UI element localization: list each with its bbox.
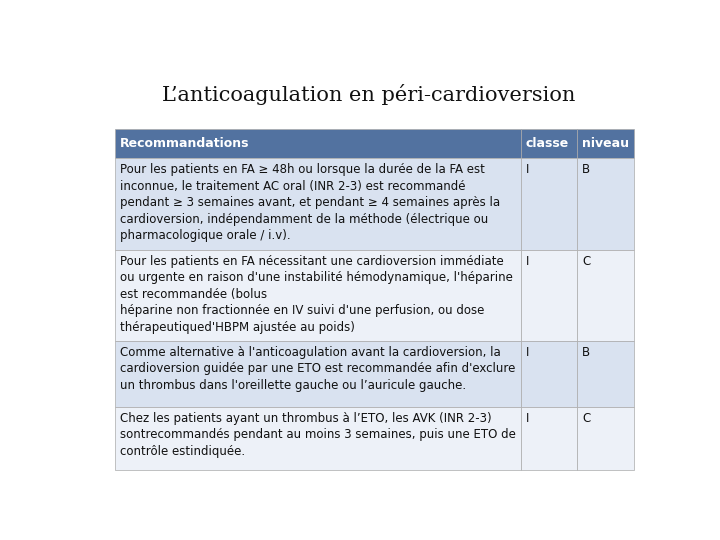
Bar <box>577 249 634 341</box>
Text: B: B <box>582 164 590 177</box>
Bar <box>115 341 521 407</box>
Bar <box>115 407 521 470</box>
Bar <box>115 158 521 249</box>
Text: Recommandations: Recommandations <box>120 137 249 150</box>
Text: I: I <box>526 164 528 177</box>
Bar <box>577 341 634 407</box>
Bar <box>577 407 634 470</box>
Bar <box>115 249 521 341</box>
Text: niveau: niveau <box>582 137 629 150</box>
Text: classe: classe <box>526 137 569 150</box>
Text: I: I <box>526 255 528 268</box>
Bar <box>521 407 577 470</box>
Text: I: I <box>526 346 528 359</box>
Bar <box>521 249 577 341</box>
Text: Pour les patients en FA ≥ 48h ou lorsque la durée de la FA est
inconnue, le trai: Pour les patients en FA ≥ 48h ou lorsque… <box>120 164 500 242</box>
Text: Chez les patients ayant un thrombus à l’ETO, les AVK (INR 2-3)
sontrecommandés p: Chez les patients ayant un thrombus à l’… <box>120 412 516 458</box>
Bar <box>521 341 577 407</box>
Text: C: C <box>582 412 590 425</box>
Bar <box>577 129 634 158</box>
Bar <box>521 129 577 158</box>
Text: L’anticoagulation en péri-cardioversion: L’anticoagulation en péri-cardioversion <box>162 84 576 105</box>
Text: Pour les patients en FA nécessitant une cardioversion immédiate
ou urgente en ra: Pour les patients en FA nécessitant une … <box>120 255 513 334</box>
Text: B: B <box>582 346 590 359</box>
Text: I: I <box>526 412 528 425</box>
Text: C: C <box>582 255 590 268</box>
Text: Comme alternative à l'anticoagulation avant la cardioversion, la
cardioversion g: Comme alternative à l'anticoagulation av… <box>120 346 515 392</box>
Bar <box>577 158 634 249</box>
Bar <box>521 158 577 249</box>
Bar <box>115 129 521 158</box>
